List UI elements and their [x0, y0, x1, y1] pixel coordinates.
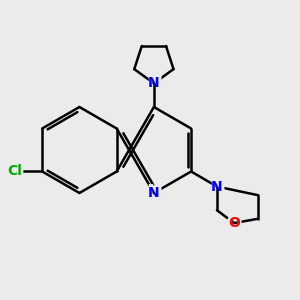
- Text: Cl: Cl: [7, 164, 22, 178]
- Text: Cl: Cl: [4, 162, 25, 181]
- Text: N: N: [148, 76, 160, 90]
- Text: N: N: [146, 74, 162, 93]
- Text: N: N: [148, 186, 160, 200]
- Text: N: N: [211, 179, 223, 194]
- Text: N: N: [209, 177, 225, 196]
- Text: O: O: [226, 214, 242, 232]
- Text: O: O: [228, 216, 240, 230]
- Text: N: N: [146, 184, 162, 202]
